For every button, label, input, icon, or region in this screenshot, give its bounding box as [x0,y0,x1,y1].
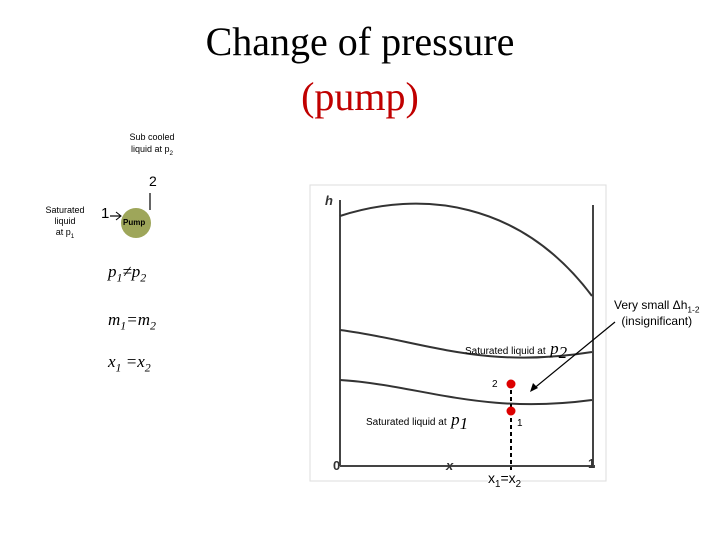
upper-curve [339,202,593,297]
pump-label: Pump [123,218,146,227]
inlet-label: Saturated liquid at p1 [40,205,90,242]
outlet-label: Sub cooled liquid at p2 [124,131,180,160]
x-end: 1 [588,456,596,471]
lower-curve-label: Saturated liquid at p1 [366,410,468,434]
text: p [108,262,117,281]
sub: 1 [459,414,469,434]
sub: 1 [120,318,127,333]
title: Change of pressure [205,19,515,64]
x-equal: x1=x2 [488,470,522,490]
x-start: 0 [333,458,341,473]
pump-icon [121,208,151,238]
text: Saturated liquid at [465,346,546,357]
text: =m [126,310,150,329]
text: at p [55,227,71,237]
text: (insignificant) [621,314,693,329]
outlet-state: 2 [149,173,157,189]
relation: p1≠p2 [108,262,146,285]
text: x [488,470,495,486]
lower-curve [339,379,593,406]
annotation: Very small Δh1-2 (insignificant) [614,298,699,328]
text: =x [500,470,516,486]
text: =x [121,352,145,371]
inlet-state: 1 [101,205,110,222]
state-1-point [506,406,516,416]
state-2-point [506,379,516,389]
subtitle: (pump) [301,74,419,119]
sub: 2 [144,360,151,375]
sub: 1 [115,360,122,375]
graph-frame [309,184,607,482]
sub: 2 [558,343,568,363]
text: Sub cooled liquid at p [129,132,175,154]
text: liquid [54,216,76,226]
sub: 2 [149,318,156,333]
y-axis-label: h [325,193,333,208]
text: m [108,310,121,329]
point-1-label: 1 [517,418,523,429]
text: Saturated [45,205,85,215]
relation: m1=m2 [108,310,156,333]
sub: 1 [70,232,75,240]
upper-curve-label: Saturated liquid at p2 [465,339,567,363]
text: ≠p [122,262,141,281]
point-2-label: 2 [492,379,498,390]
text: Saturated liquid at [366,417,447,428]
text: Very small Δh [614,298,688,312]
arrow-head [530,383,538,392]
x-axis-label: x [446,458,454,473]
text: p [451,410,460,429]
text: p [550,339,559,358]
inlet-arrow [115,211,122,221]
relation: x1 =x2 [108,352,151,375]
sub: 1-2 [687,304,700,315]
sub: 2 [140,270,147,285]
sub: 2 [515,478,522,490]
annotation-arrow [531,321,616,391]
sub: 1 [116,270,123,285]
sub: 2 [169,149,174,157]
sub: 1 [495,478,501,490]
middle-curve [339,329,593,359]
text: x [108,352,116,371]
